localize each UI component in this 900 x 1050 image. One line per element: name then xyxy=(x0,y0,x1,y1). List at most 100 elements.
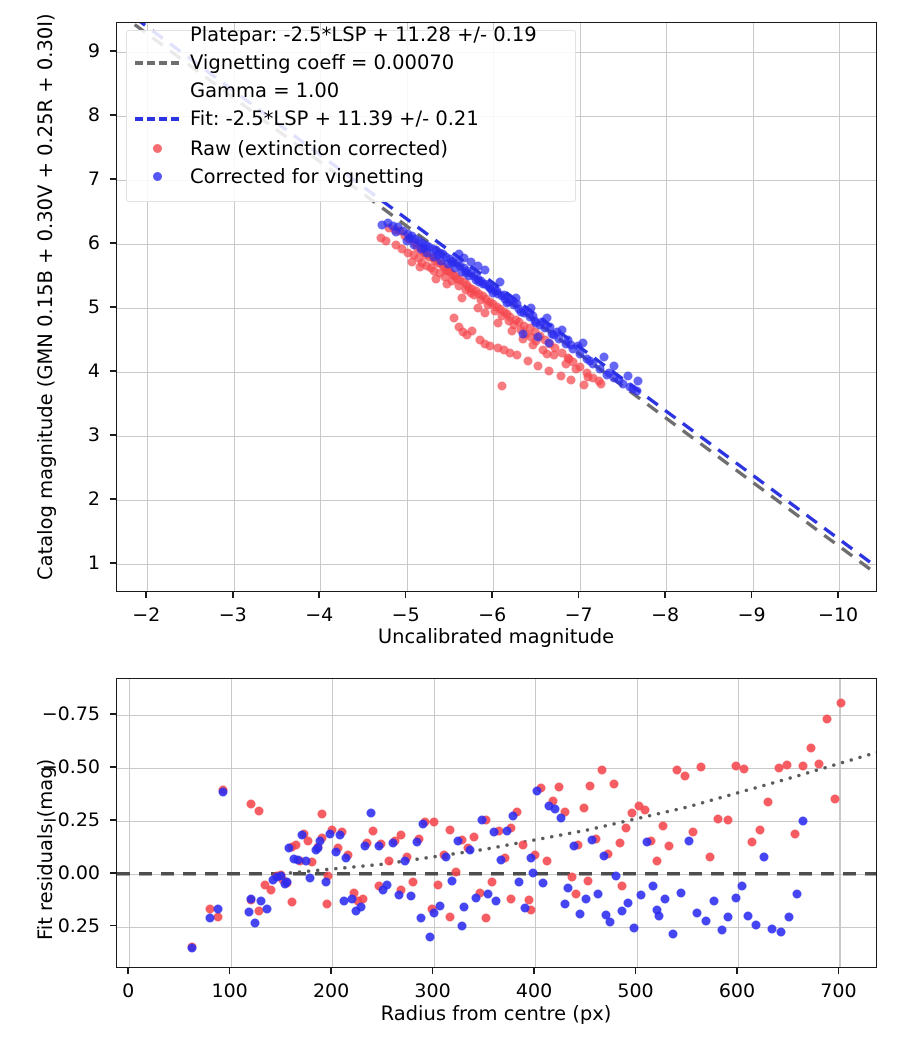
data-point xyxy=(614,375,624,385)
data-point xyxy=(307,857,317,867)
data-point xyxy=(528,868,538,878)
data-point xyxy=(723,815,733,825)
data-point xyxy=(627,808,637,818)
gridline-horizontal xyxy=(117,564,876,566)
y-tick-label: 0.00 xyxy=(57,861,100,884)
data-point xyxy=(396,830,406,840)
data-point xyxy=(776,927,786,937)
data-point xyxy=(256,896,266,906)
data-point xyxy=(763,797,773,807)
data-point xyxy=(493,318,503,328)
data-point xyxy=(504,316,514,326)
data-point xyxy=(751,920,761,930)
data-point xyxy=(436,256,446,266)
data-point xyxy=(514,877,524,887)
fit-residuals-panel xyxy=(116,678,877,968)
data-point xyxy=(511,293,521,303)
y-tick-label: 7 xyxy=(87,167,100,190)
data-point xyxy=(784,912,794,922)
data-point xyxy=(528,311,538,321)
data-point xyxy=(502,298,512,308)
x-tick-label: −7 xyxy=(564,604,593,626)
data-point xyxy=(567,872,577,882)
data-point xyxy=(595,364,605,374)
data-point xyxy=(321,877,331,887)
data-point xyxy=(266,885,276,895)
data-point xyxy=(585,356,595,366)
data-point xyxy=(483,300,493,310)
data-point xyxy=(599,851,609,861)
data-point xyxy=(549,330,559,340)
legend-swatch-corrected xyxy=(134,172,180,181)
y-tick xyxy=(110,114,116,116)
data-point xyxy=(488,288,498,298)
x-tick-label: −2 xyxy=(132,604,161,626)
x-tick xyxy=(750,592,753,598)
y-tick xyxy=(110,713,116,715)
data-point xyxy=(400,856,410,866)
data-point xyxy=(604,368,614,378)
data-point xyxy=(425,932,435,942)
data-point xyxy=(262,904,272,914)
gridline-horizontal xyxy=(117,767,876,770)
data-point xyxy=(384,856,394,866)
data-point xyxy=(391,240,401,250)
data-point xyxy=(187,943,197,953)
x-tick-label: −4 xyxy=(305,604,334,626)
data-point xyxy=(540,323,550,333)
data-point xyxy=(429,817,439,827)
y-tick-label: 2 xyxy=(87,488,100,511)
data-point xyxy=(516,307,526,317)
y-tick xyxy=(110,434,116,436)
data-point xyxy=(531,318,541,328)
data-point xyxy=(457,921,467,931)
gridline-vertical xyxy=(752,23,754,591)
data-point xyxy=(447,276,457,286)
data-point xyxy=(466,257,476,267)
data-point xyxy=(640,805,650,815)
data-point xyxy=(382,880,392,890)
data-point xyxy=(506,894,516,904)
x-tick-label: 200 xyxy=(312,980,350,1002)
data-point xyxy=(668,929,678,939)
data-point xyxy=(461,268,470,278)
gridline-vertical xyxy=(320,23,322,591)
data-point xyxy=(505,348,515,358)
data-point xyxy=(246,894,256,904)
data-point xyxy=(561,359,571,369)
y-tick-label: 8 xyxy=(87,103,100,126)
data-point xyxy=(506,823,516,833)
y-tick-label: 5 xyxy=(87,296,100,318)
gridline-vertical xyxy=(839,679,841,967)
data-point xyxy=(394,890,404,900)
data-point xyxy=(469,290,479,300)
data-point xyxy=(658,821,668,831)
data-point xyxy=(454,249,464,259)
legend-swatch-raw xyxy=(134,144,180,153)
data-point xyxy=(260,880,270,890)
data-point xyxy=(588,373,598,383)
data-point xyxy=(441,852,451,862)
data-point xyxy=(530,850,540,860)
data-point xyxy=(388,838,398,848)
data-point xyxy=(402,236,412,246)
x-tick xyxy=(577,592,580,598)
data-point xyxy=(792,889,802,899)
data-point xyxy=(445,825,455,835)
legend-label: Fit: -2.5*LSP + 11.39 +/- 0.21 xyxy=(190,107,479,130)
data-point xyxy=(508,811,518,821)
data-point xyxy=(664,841,674,851)
data-point xyxy=(518,840,528,850)
data-point xyxy=(526,853,536,863)
gridline-vertical xyxy=(579,23,581,591)
data-point xyxy=(282,877,292,887)
data-point xyxy=(483,889,493,899)
data-point xyxy=(705,852,715,862)
data-point xyxy=(325,829,335,839)
x-tick xyxy=(491,592,493,598)
data-point xyxy=(377,220,387,230)
data-point xyxy=(480,308,490,318)
data-point xyxy=(609,361,619,371)
legend-item: Gamma = 1.00 xyxy=(134,79,339,102)
data-point xyxy=(628,384,638,394)
